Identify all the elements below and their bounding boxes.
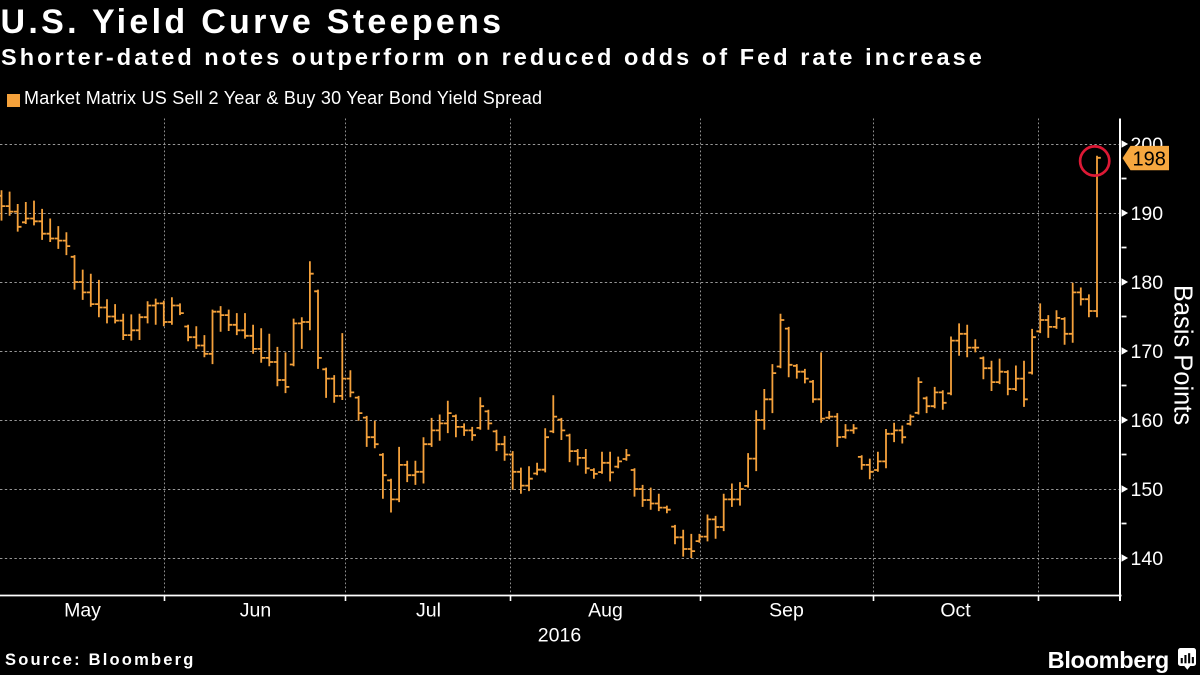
svg-text:Jun: Jun (240, 600, 271, 622)
svg-text:Jul: Jul (416, 600, 441, 622)
svg-text:Basis Points: Basis Points (1168, 285, 1196, 425)
svg-text:May: May (64, 600, 101, 622)
svg-text:180: 180 (1131, 272, 1164, 294)
svg-text:190: 190 (1131, 203, 1164, 225)
svg-text:2016: 2016 (538, 625, 581, 647)
svg-text:Aug: Aug (588, 600, 623, 622)
svg-text:Sep: Sep (769, 600, 804, 622)
svg-text:160: 160 (1131, 410, 1164, 432)
svg-text:198: 198 (1133, 148, 1166, 170)
svg-text:Oct: Oct (940, 600, 971, 622)
svg-text:170: 170 (1131, 341, 1164, 363)
svg-text:140: 140 (1131, 548, 1164, 570)
svg-text:150: 150 (1131, 479, 1164, 501)
